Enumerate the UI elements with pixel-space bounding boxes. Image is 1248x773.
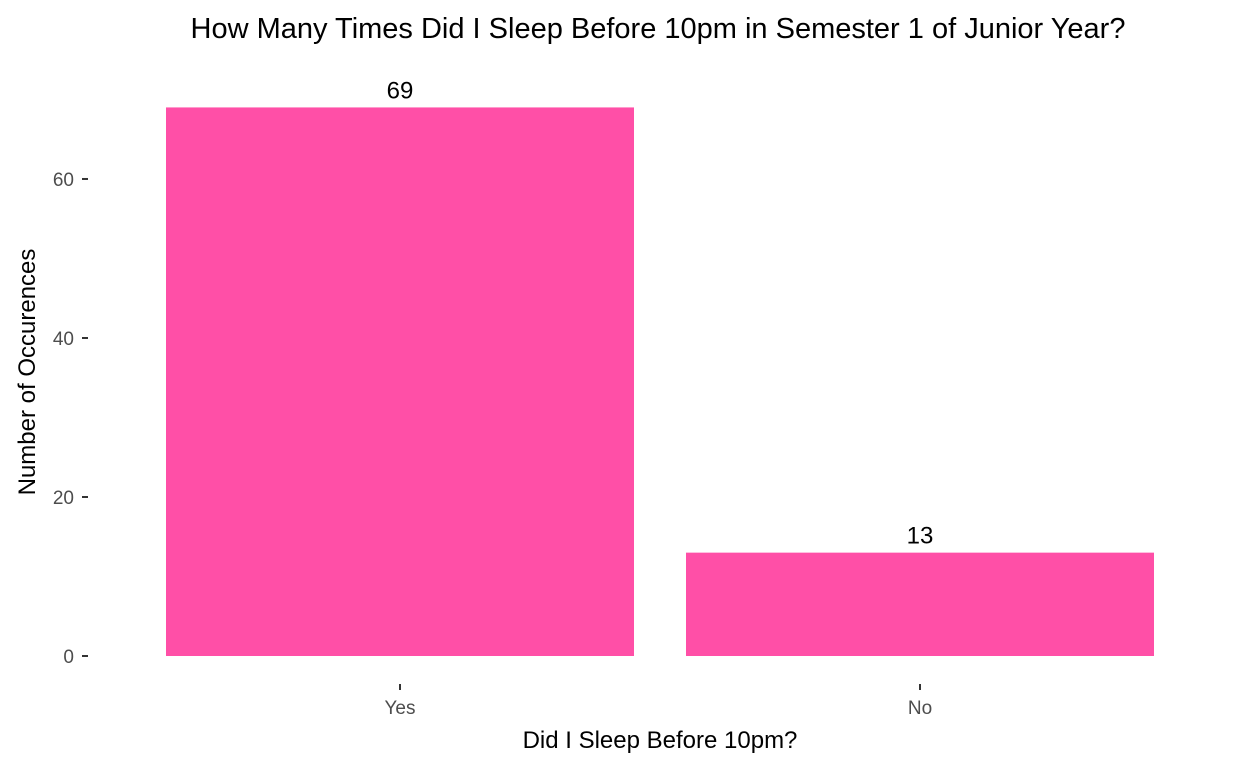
x-axis-title: Did I Sleep Before 10pm?: [523, 727, 798, 754]
x-tick-label: Yes: [385, 698, 416, 719]
y-axis: 0 20 40 60: [53, 170, 88, 668]
bar-no: [686, 552, 1154, 656]
y-axis-title: Number of Occurences: [14, 249, 41, 496]
x-axis: Yes No: [385, 684, 932, 719]
y-tick-label: 60: [53, 170, 74, 191]
y-tick-label: 0: [63, 647, 74, 668]
data-label-no: 13: [907, 523, 934, 550]
x-tick-label: No: [908, 698, 932, 719]
data-labels: 69 13: [387, 77, 934, 549]
chart-title: How Many Times Did I Sleep Before 10pm i…: [191, 13, 1126, 45]
bars: [166, 107, 1154, 656]
data-label-yes: 69: [387, 77, 414, 104]
y-tick-label: 40: [53, 329, 74, 350]
y-tick-label: 20: [53, 488, 74, 509]
bar-yes: [166, 107, 634, 656]
